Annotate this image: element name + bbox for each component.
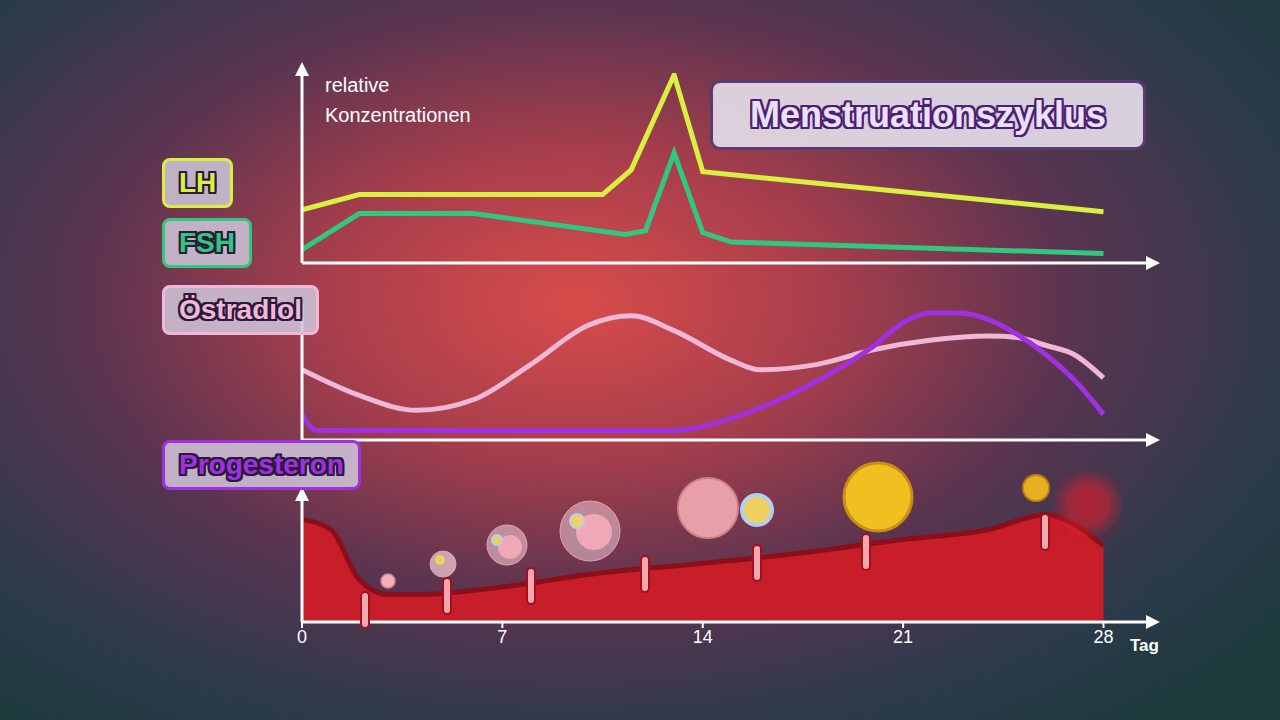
html-text:Tag: Tag	[1130, 636, 1159, 655]
svg-text:21: 21	[893, 627, 913, 647]
html-text:relative Konzentrationen: relative Konzentrationen	[325, 74, 471, 126]
svg-text:14: 14	[693, 627, 713, 647]
svg-text:28: 28	[1093, 627, 1113, 647]
html-text:Progesteron: Progesteron	[179, 449, 344, 480]
html-text:Östradiol: Östradiol	[179, 294, 302, 325]
svg-text:0: 0	[297, 627, 307, 647]
html-text:Menstruationszyklus: Menstruationszyklus	[750, 94, 1106, 135]
svg-text:7: 7	[497, 627, 507, 647]
html-text:LH: LH	[179, 167, 217, 198]
html-text:FSH: FSH	[179, 227, 235, 258]
